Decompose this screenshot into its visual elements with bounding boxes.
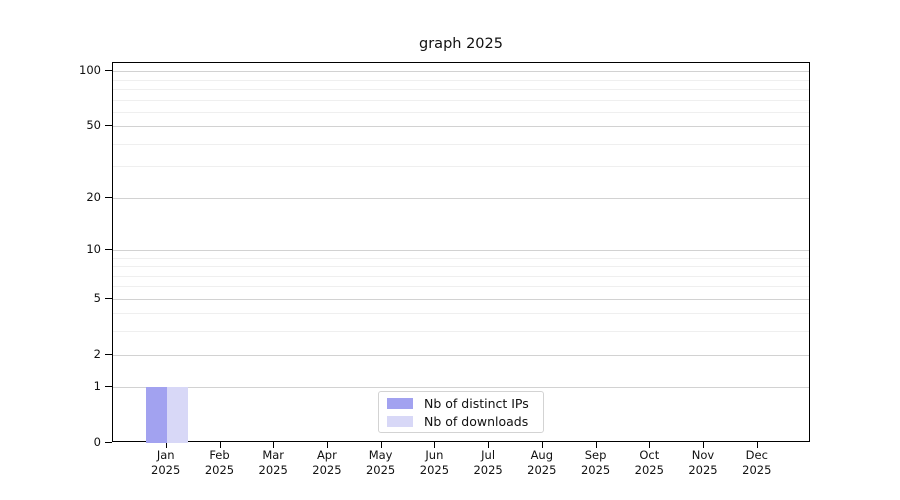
y-tick-label: 20: [86, 189, 101, 204]
y-tick-label: 50: [86, 118, 101, 133]
y-gridline-major: [113, 71, 809, 73]
bar-nb-of-downloads-jan: [166, 387, 188, 443]
bar-nb-of-distinct-ips-jan: [145, 387, 167, 443]
x-tick: [703, 442, 704, 448]
x-tick: [165, 442, 167, 448]
x-tick-label: Dec 2025: [742, 448, 772, 477]
y-tick: [105, 297, 112, 299]
x-tick-label: May 2025: [365, 448, 396, 477]
y-gridline-minor: [113, 266, 809, 267]
x-tick-label: Aug 2025: [527, 448, 557, 477]
x-tick: [273, 442, 275, 448]
y-gridline-major: [113, 387, 809, 389]
x-tick-label: Jun 2025: [419, 448, 450, 477]
x-tick: [434, 442, 436, 448]
y-tick-label: 100: [79, 63, 101, 78]
legend-label-downloads: Nb of downloads: [424, 413, 529, 429]
legend-swatch-downloads-icon: [387, 415, 413, 427]
x-tick-label: Feb 2025: [204, 448, 235, 477]
x-tick: [649, 442, 651, 448]
legend: Nb of distinct IPs Nb of downloads: [378, 391, 544, 433]
x-tick-label: Mar 2025: [258, 448, 288, 477]
y-gridline-major: [113, 197, 809, 199]
y-gridline-minor: [113, 313, 809, 315]
legend-swatch-distinct-ips-icon: [387, 397, 413, 409]
y-tick-label: 0: [93, 435, 101, 449]
y-gridline-major: [113, 249, 809, 251]
chart-title: graph 2025: [419, 36, 503, 52]
x-tick-label: Jul 2025: [473, 448, 503, 477]
x-tick-label: Sep 2025: [580, 448, 611, 477]
y-gridline-minor: [113, 275, 809, 277]
y-gridline-major: [113, 126, 809, 128]
legend-item-distinct-ips: Nb of distinct IPs: [387, 396, 535, 411]
legend-label-distinct-ips: Nb of distinct IPs: [424, 395, 529, 411]
x-tick: [488, 442, 490, 448]
y-tick: [105, 248, 112, 250]
x-tick: [219, 442, 221, 448]
y-tick: [105, 442, 112, 443]
x-tick: [595, 442, 597, 448]
y-gridline-minor: [113, 143, 809, 145]
y-tick-label: 5: [93, 290, 101, 305]
y-tick: [105, 386, 112, 388]
y-gridline-minor: [113, 111, 809, 113]
y-gridline-minor: [113, 89, 809, 91]
plot-area: [112, 62, 810, 443]
y-tick: [105, 70, 112, 72]
x-tick: [541, 442, 543, 448]
y-tick-label: 1: [93, 379, 101, 394]
x-tick-label: Apr 2025: [312, 448, 342, 477]
y-gridline-major: [113, 298, 809, 300]
y-gridline-minor: [113, 99, 809, 101]
y-gridline-minor: [113, 166, 809, 168]
legend-item-downloads: Nb of downloads: [387, 414, 535, 429]
x-tick-label: Oct 2025: [634, 448, 664, 477]
y-gridline-major: [113, 354, 809, 356]
y-tick-label: 10: [86, 241, 101, 256]
x-tick: [326, 442, 328, 448]
y-gridline-minor: [113, 286, 809, 288]
y-gridline-minor: [113, 79, 809, 81]
x-tick-label: Jan 2025: [151, 448, 181, 477]
y-gridline-minor: [113, 331, 809, 333]
y-tick: [105, 353, 112, 355]
x-tick: [756, 442, 758, 448]
x-tick-label: Nov 2025: [688, 448, 718, 477]
y-tick-label: 2: [93, 346, 101, 361]
y-tick: [105, 196, 112, 198]
y-tick: [105, 125, 112, 127]
y-gridline-minor: [113, 257, 809, 259]
x-tick: [380, 442, 382, 448]
